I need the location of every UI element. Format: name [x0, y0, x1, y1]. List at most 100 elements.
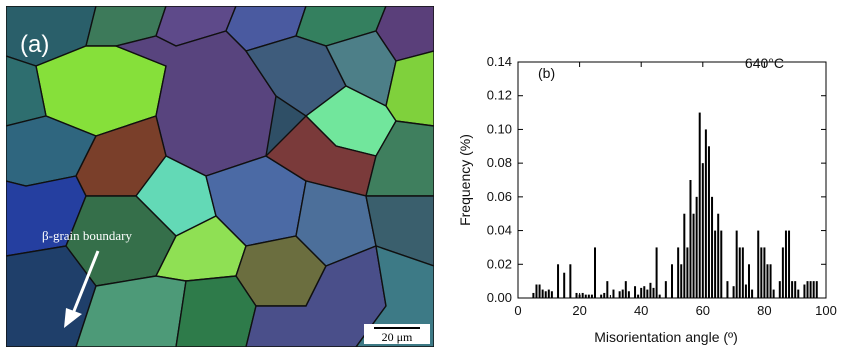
bar — [658, 294, 661, 298]
bar — [812, 281, 815, 298]
panel-b-label: (b) — [538, 65, 555, 81]
bar — [704, 129, 707, 298]
bar — [720, 230, 723, 298]
y-tick-label: 0.00 — [487, 290, 512, 305]
bar — [680, 264, 683, 298]
arrow-head-icon — [64, 308, 82, 328]
bar — [741, 247, 744, 298]
bar — [732, 286, 735, 298]
bar — [726, 281, 729, 298]
ebsd-micrograph: (a) β-grain boundary 20 μm — [6, 6, 434, 347]
bar — [637, 294, 640, 298]
y-axis-label: Frequency (%) — [457, 134, 473, 226]
bar — [788, 230, 791, 298]
bar — [778, 281, 781, 298]
bar — [714, 230, 717, 298]
panel-a-label: (a) — [20, 31, 49, 58]
x-tick-label: 100 — [815, 303, 837, 318]
bar — [649, 282, 652, 298]
bar — [563, 272, 566, 298]
bar — [683, 213, 686, 298]
grain — [355, 244, 434, 347]
y-tick-label: 0.08 — [487, 155, 512, 170]
bar — [809, 281, 812, 298]
bar — [587, 294, 590, 298]
bar — [624, 281, 627, 298]
bar — [781, 247, 784, 298]
bar — [621, 289, 624, 298]
bar — [671, 264, 673, 298]
plot-area — [517, 61, 827, 299]
bar — [784, 230, 787, 298]
bar — [760, 247, 763, 298]
bar — [757, 230, 760, 298]
bar — [707, 146, 710, 298]
bar — [584, 294, 587, 298]
bar — [606, 281, 609, 298]
y-tick-label: 0.04 — [487, 223, 512, 238]
bar — [806, 281, 809, 298]
x-tick-label: 0 — [514, 303, 521, 318]
y-tick-label: 0.12 — [487, 88, 512, 103]
bar — [772, 289, 775, 298]
y-tick-label: 0.14 — [487, 54, 512, 69]
y-tick-label: 0.02 — [487, 256, 512, 271]
bar — [769, 264, 772, 298]
bar — [735, 230, 738, 298]
x-tick-label: 40 — [634, 303, 648, 318]
bar — [643, 286, 646, 298]
bar — [569, 264, 572, 298]
bar — [686, 247, 689, 298]
bar — [803, 284, 806, 298]
bar — [815, 281, 818, 298]
bar — [612, 289, 615, 298]
y-tick-label: 0.10 — [487, 121, 512, 136]
temperature-label: 640°C — [745, 55, 784, 71]
grain-boundary-arrow — [70, 250, 100, 317]
x-tick-label: 80 — [757, 303, 771, 318]
x-tick-label: 20 — [572, 303, 586, 318]
bar — [640, 287, 643, 298]
bar — [538, 284, 541, 298]
plot-frame — [517, 61, 827, 299]
bar — [689, 180, 692, 298]
grain-boundary-label: β-grain boundary — [42, 228, 133, 243]
bar — [748, 264, 750, 298]
bar — [751, 289, 754, 298]
bar — [717, 213, 720, 298]
bar — [541, 289, 544, 298]
misorientation-chart: 0.00 0.02 0.04 0.06 0.08 0.10 0.12 0.14 0 20 40 60… — [457, 54, 837, 345]
bar — [711, 196, 714, 298]
grain-map — [6, 6, 434, 347]
bar — [791, 281, 794, 298]
bar — [692, 213, 695, 298]
bar — [738, 247, 741, 298]
bar — [627, 291, 630, 298]
y-tick-label: 0.06 — [487, 189, 512, 204]
bar — [763, 247, 766, 298]
bar — [701, 163, 704, 298]
bar — [677, 247, 680, 298]
bar — [544, 291, 547, 298]
grain — [365, 120, 434, 197]
bar — [664, 281, 667, 298]
bar — [575, 292, 578, 298]
bar — [547, 289, 550, 298]
bar — [618, 291, 621, 298]
bar — [652, 287, 655, 298]
bar — [695, 196, 698, 298]
bar — [603, 292, 606, 298]
x-tick-label: 60 — [696, 303, 710, 318]
bar — [594, 247, 596, 298]
y-axis-ticks: 0.00 0.02 0.04 0.06 0.08 0.10 0.12 0.14 — [487, 54, 826, 305]
bar — [600, 294, 603, 298]
bar — [766, 264, 769, 298]
bar-series — [532, 112, 818, 298]
bar — [581, 292, 584, 298]
bar — [590, 294, 593, 298]
scale-bar-label: 20 μm — [382, 330, 413, 344]
x-axis-ticks: 0 20 40 60 80 100 — [514, 62, 837, 318]
bar — [646, 289, 649, 298]
grain — [365, 195, 434, 267]
bar — [655, 247, 658, 298]
